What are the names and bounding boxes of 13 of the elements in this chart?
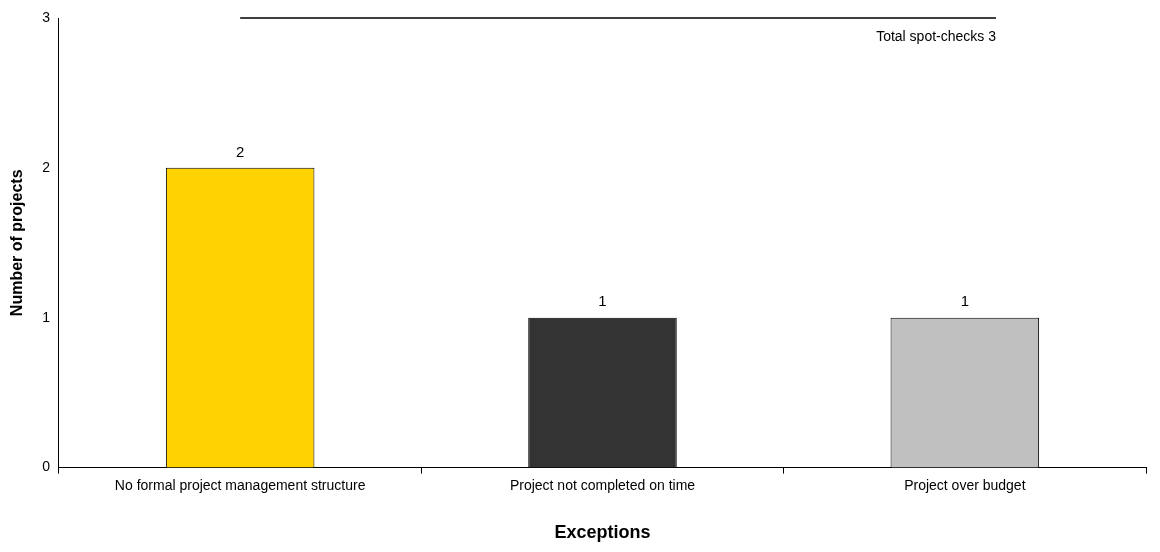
x-tick-label: Project over budget	[904, 476, 1026, 493]
ref-line-label: Total spot-checks 3	[876, 27, 997, 44]
x-axis-title: Exceptions	[554, 522, 651, 543]
data-label: 1	[960, 292, 969, 310]
y-tick-label: 2	[42, 158, 51, 175]
y-tick-label: 1	[42, 308, 51, 325]
x-tick-label: No formal project management structure	[114, 476, 366, 493]
y-tick-label: 3	[42, 8, 51, 25]
x-tick-label: Project not completed on time	[509, 476, 696, 493]
data-label: 1	[598, 292, 607, 310]
y-tick-label: 0	[42, 458, 51, 475]
data-label: 2	[235, 142, 245, 160]
y-axis-title: Number of projects	[8, 169, 26, 317]
